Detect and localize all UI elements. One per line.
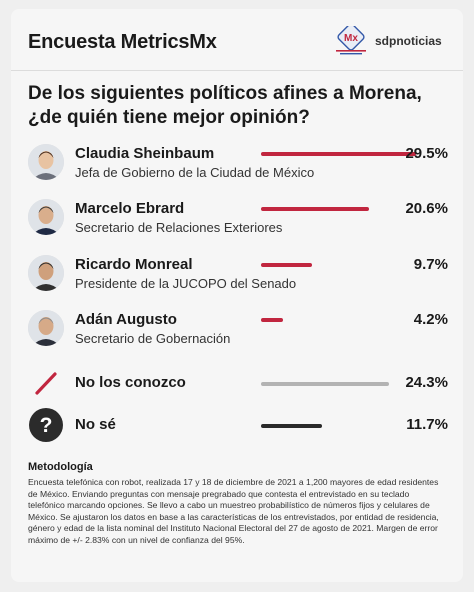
value-bar: [261, 318, 283, 322]
infographic-card: Encuesta MetricsMx Mx sdpnoticias De los…: [11, 9, 463, 582]
metricsmx-logo-icon: Mx: [336, 26, 366, 55]
option-label: No sé: [75, 416, 116, 433]
politician-avatar: [28, 255, 64, 291]
value-label: 24.3%: [405, 374, 448, 391]
question-icon: ?: [28, 407, 64, 443]
svg-text:Mx: Mx: [344, 33, 358, 44]
value-label: 4.2%: [413, 311, 448, 328]
politician-avatar: [28, 199, 64, 235]
value-label: 29.5%: [405, 145, 448, 162]
result-row: No los conozco 24.3%: [28, 365, 448, 401]
politician-avatar: [28, 310, 64, 346]
survey-question: De los siguientes políticos afines a Mor…: [28, 83, 422, 128]
politician-name: Adán Augusto: [75, 311, 177, 328]
result-row: Ricardo Monreal Presidente de la JUCOPO d…: [28, 255, 448, 291]
value-bar: [261, 382, 389, 386]
option-label: No los conozco: [75, 374, 186, 391]
politician-name: Marcelo Ebrard: [75, 200, 185, 217]
politician-name: Ricardo Monreal: [75, 256, 193, 273]
slash-icon: [28, 365, 64, 401]
svg-text:?: ?: [40, 414, 53, 437]
result-row: Adán Augusto Secretario de Gobernación 4.2…: [28, 310, 448, 346]
value-bar: [261, 207, 369, 211]
value-bar: [261, 263, 312, 267]
survey-title: Encuesta MetricsMx: [28, 31, 217, 53]
value-label: 11.7%: [406, 416, 448, 433]
politician-role: Secretario de Relaciones Exteriores: [75, 220, 283, 235]
value-bar: [261, 152, 416, 156]
result-row: ? No sé 11.7%: [28, 407, 448, 443]
header-bar: Encuesta MetricsMx Mx sdpnoticias: [11, 9, 463, 71]
value-bar: [261, 424, 322, 428]
politician-avatar: [28, 144, 64, 180]
methodology-text: Encuesta telefónica con robot, realizada…: [28, 477, 439, 545]
politician-name: Claudia Sheinbaum: [75, 145, 215, 162]
politician-role: Jefa de Gobierno de la Ciudad de México: [75, 165, 315, 180]
result-row: Claudia Sheinbaum Jefa de Gobierno de la …: [28, 144, 448, 180]
result-row: Marcelo Ebrard Secretario de Relaciones E…: [28, 199, 448, 235]
politician-role: Presidente de la JUCOPO del Senado: [75, 276, 297, 291]
value-label: 20.6%: [405, 200, 448, 217]
politician-role: Secretario de Gobernación: [75, 331, 231, 346]
value-label: 9.7%: [413, 256, 448, 273]
methodology-title: Metodología: [28, 461, 93, 473]
sdpnoticias-logo: sdpnoticias: [375, 34, 442, 48]
